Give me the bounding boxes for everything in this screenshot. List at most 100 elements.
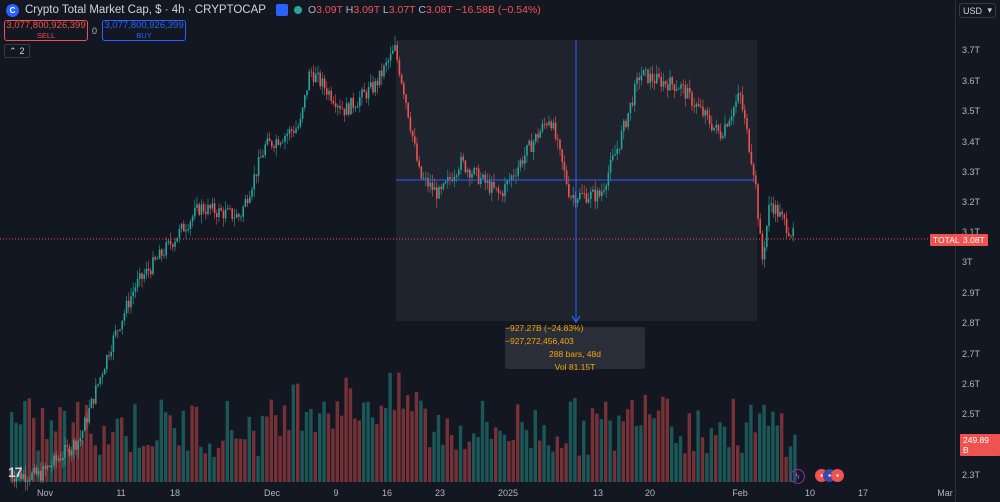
price-chart[interactable] bbox=[0, 0, 955, 502]
candle-body bbox=[92, 398, 95, 404]
volume-bar bbox=[401, 408, 405, 482]
candle-body bbox=[616, 148, 618, 155]
candle-body bbox=[726, 124, 728, 127]
volume-bar bbox=[238, 438, 243, 482]
candle-body bbox=[66, 445, 68, 447]
volume-bar bbox=[480, 400, 485, 482]
candle-body bbox=[288, 129, 291, 134]
y-tick: 3.3T bbox=[962, 167, 981, 177]
volume-bar bbox=[441, 444, 445, 482]
candle-body bbox=[449, 177, 451, 180]
tradingview-logo-icon[interactable]: 17 bbox=[8, 464, 23, 480]
candle-body bbox=[343, 108, 346, 116]
candle-body bbox=[510, 175, 513, 181]
y-tick: 3.4T bbox=[962, 137, 981, 147]
volume-bar bbox=[331, 428, 335, 482]
candle-body bbox=[235, 214, 238, 218]
candle-body bbox=[315, 74, 317, 83]
volume-bar bbox=[98, 454, 102, 482]
candle-body bbox=[218, 208, 220, 218]
volume-bar bbox=[718, 422, 722, 482]
candle-body bbox=[180, 223, 183, 229]
candle-body bbox=[202, 204, 205, 212]
y-tick: 2.9T bbox=[962, 288, 981, 298]
volume-bar bbox=[384, 408, 388, 482]
candle-body bbox=[530, 140, 533, 152]
indicators-toggle[interactable]: ⌃ 2 bbox=[4, 44, 30, 58]
candle-body bbox=[44, 466, 46, 469]
candle-body bbox=[200, 204, 203, 215]
sell-button[interactable]: 3,077,800,926,399 SELL bbox=[4, 20, 88, 41]
candle-body bbox=[715, 124, 717, 128]
economic-event-flag-icon[interactable]: ▪ bbox=[831, 469, 844, 482]
volume-bar bbox=[634, 425, 639, 482]
candle-body bbox=[363, 89, 365, 93]
candle-body bbox=[728, 120, 731, 127]
volume-bar bbox=[274, 415, 278, 482]
candle-body bbox=[55, 455, 57, 461]
price-axis[interactable] bbox=[955, 0, 1000, 502]
volume-bar bbox=[700, 437, 705, 482]
candle-body bbox=[376, 81, 379, 86]
candle-body bbox=[400, 74, 403, 84]
candle-body bbox=[40, 470, 42, 481]
volume-bar bbox=[304, 412, 309, 482]
candle-body bbox=[121, 320, 123, 330]
candle-body bbox=[88, 408, 90, 423]
chart-header: C Crypto Total Market Cap, $ · 4h · CRYP… bbox=[0, 0, 955, 20]
candle-body bbox=[73, 440, 75, 451]
candle-body bbox=[110, 351, 112, 357]
candle-body bbox=[486, 180, 489, 183]
volume-bar bbox=[243, 439, 247, 482]
candle-body bbox=[90, 398, 93, 409]
candle-body bbox=[612, 155, 614, 160]
bookmark-flag-icon[interactable] bbox=[275, 4, 288, 16]
volume-bar bbox=[150, 446, 155, 482]
candle-body bbox=[730, 116, 733, 121]
candle-body bbox=[95, 385, 97, 404]
candle-body bbox=[306, 90, 308, 96]
volume-bar bbox=[731, 398, 735, 482]
candle-body bbox=[242, 206, 244, 217]
candle-body bbox=[506, 180, 508, 185]
volume-bar bbox=[27, 398, 31, 482]
candle-body bbox=[341, 108, 343, 110]
volume-bar bbox=[133, 404, 137, 482]
currency-selector[interactable]: USD ▾ bbox=[959, 3, 996, 18]
volume-bar bbox=[278, 436, 282, 482]
volume-bar bbox=[45, 438, 49, 482]
candle-body bbox=[312, 72, 315, 83]
volume-bar bbox=[498, 430, 502, 482]
volume-bar bbox=[177, 445, 181, 482]
candle-body bbox=[189, 221, 192, 229]
volume-bar bbox=[194, 406, 199, 482]
candle-body bbox=[334, 103, 337, 108]
candle-body bbox=[233, 217, 236, 219]
candle-body bbox=[361, 89, 363, 98]
candle-body bbox=[323, 78, 326, 89]
candle-body bbox=[273, 146, 275, 148]
candle-body bbox=[757, 184, 759, 220]
candle-body bbox=[108, 355, 110, 357]
candle-body bbox=[455, 175, 458, 177]
candle-body bbox=[348, 103, 350, 115]
volume-bar bbox=[692, 451, 696, 482]
volume-bar bbox=[458, 425, 463, 482]
symbol-title[interactable]: Crypto Total Market Cap, $ · 4h · CRYPTO… bbox=[25, 4, 266, 16]
market-status-icon[interactable] bbox=[293, 6, 302, 14]
candle-body bbox=[70, 450, 73, 456]
candle-body bbox=[103, 369, 106, 375]
volume-bar bbox=[291, 384, 295, 482]
volume-bar bbox=[608, 420, 612, 482]
lightning-event-icon[interactable]: ϟ bbox=[790, 469, 805, 484]
spread-value: 0 bbox=[92, 26, 98, 36]
volume-bar bbox=[137, 447, 141, 482]
candle-body bbox=[130, 296, 132, 308]
x-tick: 20 bbox=[644, 488, 656, 498]
candle-body bbox=[337, 105, 339, 108]
x-tick: 17 bbox=[857, 488, 869, 498]
buy-button[interactable]: 3,077,800,926,399 BUY bbox=[102, 20, 186, 41]
volume-bar bbox=[282, 405, 287, 482]
candle-body bbox=[185, 230, 187, 232]
candle-body bbox=[436, 187, 438, 199]
